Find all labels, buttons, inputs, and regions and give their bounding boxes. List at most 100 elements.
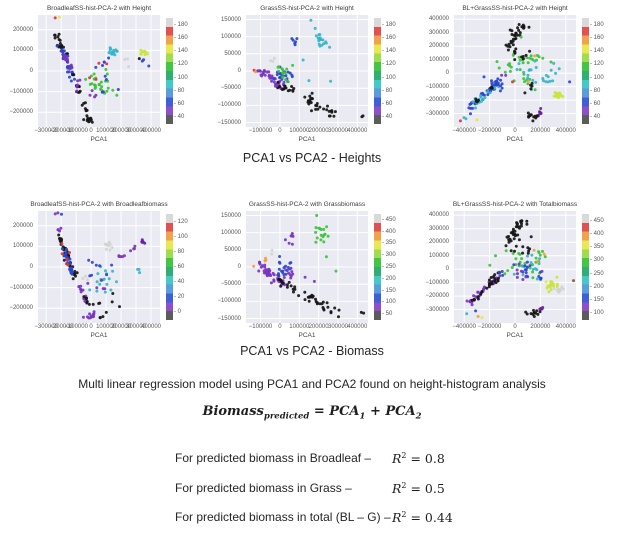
- caption-heights: PCA1 vs PCA2 - Heights: [242, 151, 382, 165]
- colorbar-tick-label: - 300: [590, 257, 604, 264]
- x-tick-label: 100000: [96, 324, 117, 330]
- y-tick-label: 0: [237, 264, 241, 270]
- x-tick-label: 200000: [530, 324, 551, 330]
- formula-lhs: Biomass: [202, 404, 264, 419]
- x-tick-label: 100000: [96, 128, 117, 134]
- result-label-broadleaf: For predicted biomass in Broadleaf –: [175, 451, 372, 465]
- colorbar: [166, 214, 173, 320]
- scatter-plot: [454, 211, 576, 323]
- colorbar-tick-label: - 100: [174, 233, 188, 240]
- scatter-panel-blgrass-height: BL+GrassSS-hist-PCA-2 with Height −30000…: [416, 2, 624, 150]
- formula-term2-subscript: 2: [415, 411, 422, 422]
- colorbar-ticks: - 450 - 400 - 350 - 300 - 250 - 200 - 150 - 100…: [382, 214, 414, 320]
- plot-area: [246, 15, 368, 127]
- x-axis-label: PCA1: [90, 136, 108, 143]
- y-tick-label: −200000: [425, 293, 449, 300]
- x-tick-label: 300000: [125, 128, 147, 134]
- plot-title: BroadleafSS-hist-PCA-2 with Height: [46, 5, 152, 12]
- colorbar-tick-label: - 0: [174, 309, 182, 316]
- y-tick-label: 100000: [428, 252, 449, 259]
- plot-title: GrassSS-hist-PCA-2 with Grassbiomass: [248, 201, 366, 208]
- colorbar-tick-label: - 140: [174, 48, 188, 55]
- y-tick-label: −100000: [217, 102, 241, 109]
- colorbar-tick-label: - 160: [590, 34, 604, 41]
- colorbar-tick-label: - 120: [174, 218, 188, 225]
- formula-plus: +: [365, 404, 386, 419]
- x-axis-ticks: −400000 −200000 0 200000 400000: [452, 128, 576, 136]
- colorbar: [582, 214, 589, 320]
- y-tick-label: −100000: [217, 298, 241, 305]
- scatter-panel-broadleaf-height: BroadleafSS-hist-PCA-2 with Height −2000…: [0, 2, 208, 150]
- colorbar-tick-label: - 180: [174, 21, 188, 28]
- plot-area: [454, 15, 576, 127]
- y-tick-label: −300000: [425, 306, 449, 313]
- scatter-plot: [246, 211, 368, 323]
- y-tick-label: 150000: [220, 16, 241, 23]
- colorbar: [582, 18, 589, 124]
- x-tick-label: −200000: [49, 324, 73, 330]
- colorbar-tick-label: - 180: [590, 21, 604, 28]
- formula-equals: =: [309, 404, 330, 419]
- colorbar-tick-label: - 160: [174, 34, 188, 41]
- colorbar-tick-label: - 450: [382, 216, 396, 223]
- scatter-plot: [454, 15, 576, 127]
- y-tick-label: 100000: [428, 56, 449, 63]
- x-tick-label: 400000: [140, 324, 162, 330]
- result-r2-total: R2 = 0.44: [392, 510, 453, 525]
- colorbar-tick-label: - 40: [174, 279, 185, 286]
- y-tick-label: 300000: [428, 29, 449, 36]
- x-axis-label: PCA1: [506, 136, 524, 143]
- x-tick-label: 0: [89, 324, 93, 330]
- x-tick-label: 0: [513, 128, 517, 134]
- y-tick-label: −100000: [425, 83, 449, 90]
- y-tick-label: 200000: [428, 43, 449, 50]
- x-tick-label: 400000: [347, 128, 368, 134]
- colorbar-tick-label: - 80: [590, 87, 601, 94]
- formula-lhs-subscript: predicted: [263, 411, 310, 422]
- colorbar-tick-label: - 50: [382, 311, 393, 318]
- y-tick-label: 0: [445, 70, 449, 77]
- x-tick-label: 400000: [347, 324, 368, 330]
- scatter-panel-total-biomass: BL+GrassSS-hist-PCA-2 with Totalbiomass …: [416, 198, 624, 346]
- y-tick-label: 0: [445, 266, 449, 273]
- x-tick-label: −100000: [64, 128, 88, 134]
- colorbar-tick-label: - 120: [590, 61, 604, 68]
- y-tick-label: −100000: [9, 88, 33, 95]
- y-tick-label: 50000: [224, 50, 241, 57]
- r2-value: = 0.5: [406, 481, 445, 497]
- x-tick-label: −300000: [34, 324, 58, 330]
- plot-area: [38, 211, 160, 323]
- colorbar-tick-label: - 200: [590, 283, 604, 290]
- colorbar-tick-label: - 80: [382, 87, 393, 94]
- colorbar-tick-label: - 200: [382, 275, 396, 282]
- colorbar-tick-label: - 400: [590, 230, 604, 237]
- y-tick-label: −200000: [9, 305, 33, 312]
- colorbar-tick-label: - 400: [382, 228, 396, 235]
- colorbar-tick-label: - 150: [382, 287, 396, 294]
- x-tick-label: −100000: [248, 128, 273, 134]
- colorbar-tick-label: - 120: [174, 61, 188, 68]
- colorbar-tick-label: - 180: [382, 21, 396, 28]
- colorbar-tick-label: - 60: [590, 101, 601, 108]
- colorbar-tick-label: - 60: [382, 101, 393, 108]
- x-axis-label: PCA1: [298, 332, 316, 339]
- x-axis-label: PCA1: [90, 332, 108, 339]
- x-tick-label: 200000: [308, 324, 329, 330]
- colorbar-tick-label: - 120: [382, 61, 396, 68]
- x-axis-ticks: −300000 −200000 −100000 0 100000 200000 300000…: [34, 324, 162, 332]
- r-symbol: R: [392, 510, 402, 526]
- y-tick-label: 200000: [428, 239, 449, 246]
- x-tick-label: −200000: [477, 324, 502, 330]
- x-tick-label: 0: [513, 324, 517, 330]
- x-tick-label: 400000: [555, 324, 576, 330]
- x-tick-label: 100000: [289, 324, 310, 330]
- colorbar-ticks: - 120 - 100 - 80 - 60 - 40 - 20 - 0: [174, 214, 206, 320]
- x-tick-label: −400000: [452, 324, 476, 330]
- r-exponent: 2: [401, 451, 407, 460]
- y-axis-ticks: −300000 −200000 −100000 0 100000 200000 300000…: [416, 211, 451, 323]
- regression-heading: Multi linear regression model using PCA1…: [78, 377, 546, 391]
- result-r2-grass: R2 = 0.5: [392, 481, 445, 496]
- colorbar-tick-label: - 100: [382, 74, 396, 81]
- scatter-plot: [38, 211, 160, 323]
- x-tick-label: 0: [278, 324, 282, 330]
